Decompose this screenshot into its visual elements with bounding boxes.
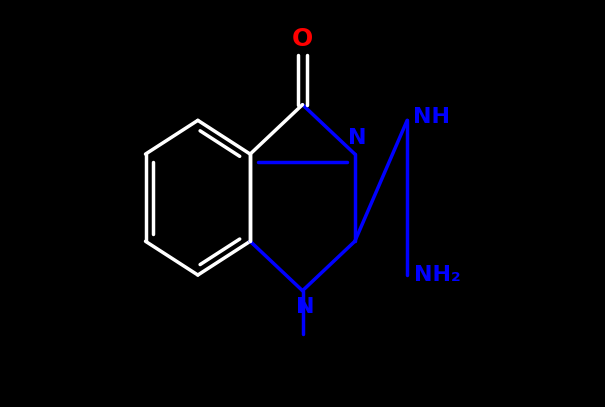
Text: N: N <box>348 128 367 148</box>
Text: NH₂: NH₂ <box>414 265 461 285</box>
Text: O: O <box>292 27 313 51</box>
Text: N: N <box>296 297 315 317</box>
Text: NH: NH <box>413 107 450 127</box>
